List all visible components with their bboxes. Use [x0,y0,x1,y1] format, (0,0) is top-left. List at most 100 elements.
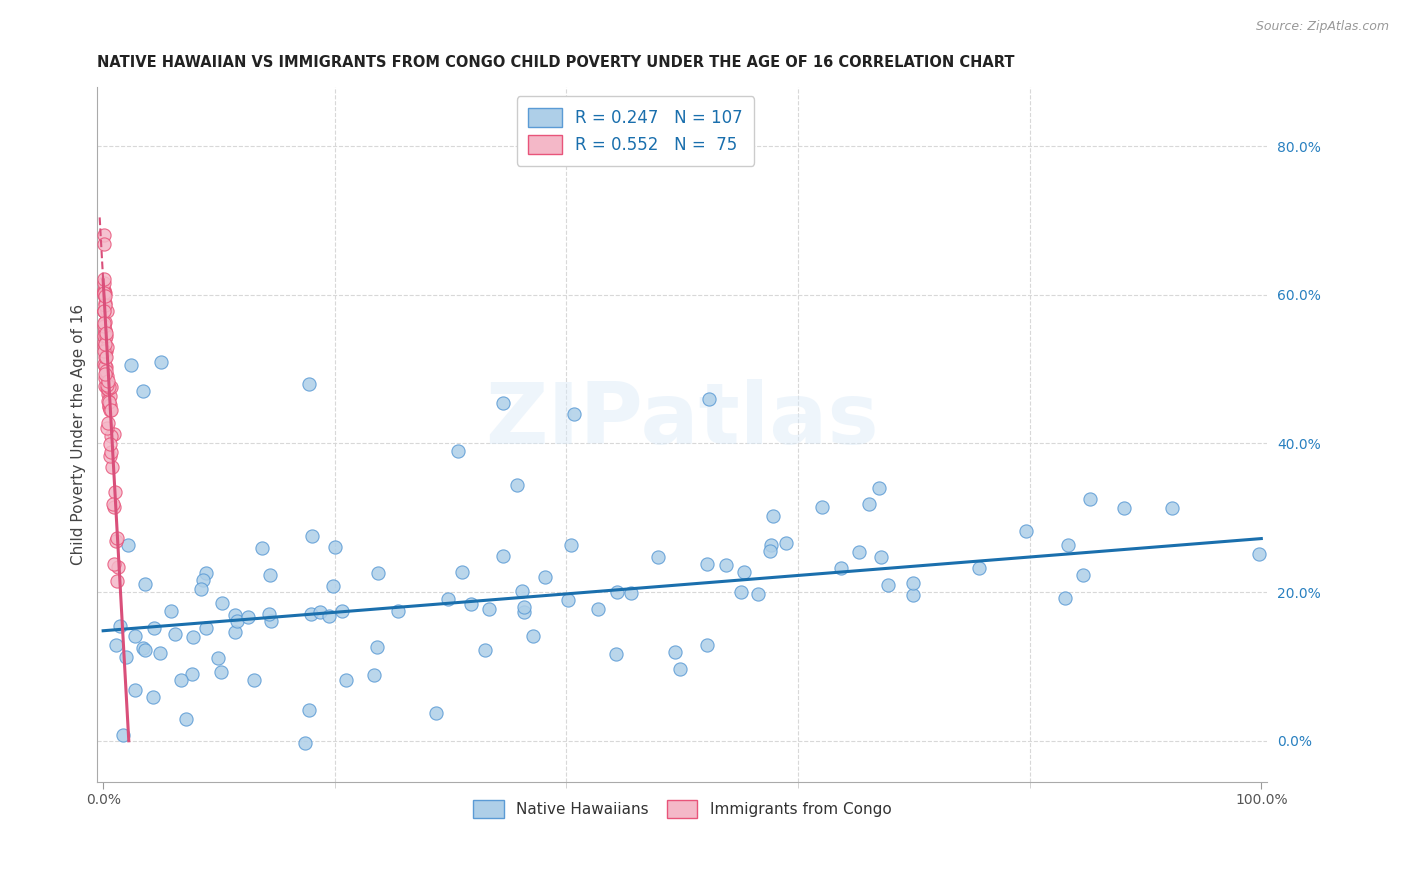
Point [447,443,470,458]
Point [298,703,321,717]
Point [224,607,246,622]
Point [506,477,529,491]
Point [94,351,117,365]
Point [104,484,127,499]
Point [94,295,117,310]
Point [134,642,156,657]
Point [170,673,193,687]
Point [181,631,204,645]
Point [730,584,752,599]
Point [98,399,121,413]
Point [367,566,389,580]
Point [1057,538,1080,552]
Point [149,354,172,368]
Point [94,315,117,329]
Point [159,604,181,618]
Point [226,614,249,628]
Point [562,407,585,421]
Point [96,368,118,383]
Point [492,549,515,563]
Point [93,370,115,384]
Point [309,605,332,619]
Point [696,558,718,572]
Point [1112,501,1135,516]
Point [100,380,122,394]
Point [877,577,900,591]
Point [298,376,321,391]
Point [257,607,280,621]
Point [97,395,120,409]
Point [207,651,229,665]
Point [664,645,686,659]
Point [858,497,880,511]
Point [96,377,118,392]
Point [174,713,197,727]
Point [142,621,165,635]
Point [94,364,117,378]
Point [97,394,120,409]
Point [94,360,117,375]
Point [98,402,121,417]
Point [97,401,120,415]
Text: Source: ZipAtlas.com: Source: ZipAtlas.com [1256,20,1389,33]
Point [243,673,266,688]
Point [93,285,115,300]
Point [697,392,720,406]
Point [98,437,121,451]
Point [117,538,139,552]
Point [93,276,115,290]
Point [437,591,460,606]
Point [181,666,204,681]
Point [588,602,610,616]
Point [259,567,281,582]
Point [714,558,737,573]
Point [93,358,115,372]
Point [747,587,769,601]
Point [903,588,925,602]
Point [425,706,447,720]
Point [93,304,115,318]
Point [94,337,117,351]
Point [190,582,212,597]
Point [108,618,131,632]
Point [195,621,218,635]
Point [98,449,121,463]
Point [1071,568,1094,582]
Point [101,497,124,511]
Point [93,237,115,252]
Point [132,384,155,399]
Point [107,560,129,574]
Point [325,540,347,554]
Point [758,544,780,558]
Point [224,624,246,639]
Point [322,579,344,593]
Point [848,545,870,559]
Point [533,570,555,584]
Point [103,427,125,442]
Point [100,445,122,459]
Point [96,341,118,355]
Y-axis label: Child Poverty Under the Age of 16: Child Poverty Under the Age of 16 [72,303,86,565]
Point [330,604,353,618]
Point [105,639,128,653]
Point [97,387,120,401]
Point [762,509,785,524]
Point [93,303,115,318]
Point [98,389,121,403]
Point [605,647,627,661]
Point [93,271,115,285]
Point [111,728,134,742]
Point [211,596,233,610]
Point [93,316,115,330]
Point [513,600,536,615]
Point [696,638,718,652]
Point [451,565,474,579]
Point [98,398,121,412]
Point [299,607,322,621]
Point [94,332,117,346]
Point [96,304,118,318]
Point [191,573,214,587]
Text: NATIVE HAWAIIAN VS IMMIGRANTS FROM CONGO CHILD POVERTY UNDER THE AGE OF 16 CORRE: NATIVE HAWAIIAN VS IMMIGRANTS FROM CONGO… [97,55,1015,70]
Point [94,343,117,358]
Point [522,629,544,643]
